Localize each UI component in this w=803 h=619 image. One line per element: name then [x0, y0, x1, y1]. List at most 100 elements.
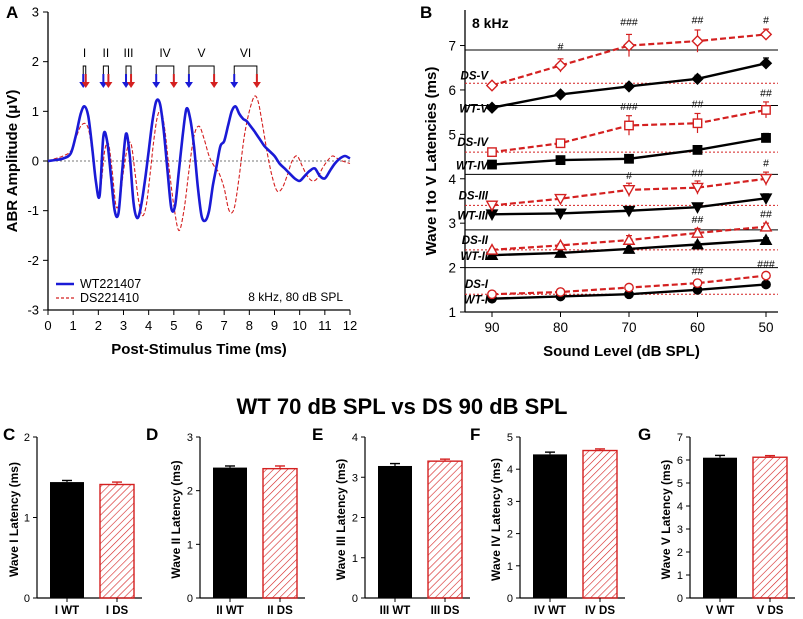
panel-a-wave-label: VI: [240, 46, 251, 60]
panel-b-point-wt-v: [622, 80, 636, 93]
panel-c-x-tick-label: I WT: [55, 605, 79, 617]
panel-b-x-tick-label: 90: [484, 320, 499, 335]
panel-b-point-wt-ii: [691, 237, 704, 250]
panel-a-y-tick-label: -2: [27, 253, 39, 268]
panel-b-series-label-wt-ii: WT-II: [461, 251, 489, 263]
panel-b-y-tick-label: 7: [448, 39, 456, 54]
panel-d-y-tick-label: 1: [187, 539, 193, 551]
panel-b-series-line-ds-v: [491, 33, 767, 87]
panel-b-series-label-ds-ii: DS-II: [462, 235, 489, 247]
panel-b-y-tick-label: 6: [448, 83, 456, 98]
panel-b-point-wt-ii: [622, 242, 636, 254]
panel-g-y-tick-label: 2: [677, 547, 683, 559]
panel-g-y-tick-label: 4: [677, 501, 683, 513]
panel-b-y-tick-label: 1: [448, 305, 456, 320]
panel-b-significance-mark: ##: [760, 88, 772, 100]
panel-a-wt-trace: [47, 98, 351, 223]
panel-c-label: C: [3, 425, 15, 444]
panel-g-x-tick-label: V WT: [706, 605, 735, 617]
panel-e-bar-ds: [427, 460, 463, 599]
panel-d-bar-ds: [262, 467, 298, 599]
panel-a-x-tick-label: 6: [195, 318, 202, 333]
panel-a-ds-arrow: [127, 82, 136, 88]
panel-b-significance-mark: ##: [692, 214, 704, 226]
panel-b-point-ds-iv: [487, 147, 497, 158]
panel-b-point-ds-ii: [485, 243, 499, 255]
panel-a-y-axis-label: ABR Amplitude (μV): [4, 90, 21, 233]
panel-b-y-tick-label: 2: [448, 261, 456, 276]
panel-f-bar-wt: [533, 454, 567, 598]
panel-a-wave-label: II: [103, 46, 110, 60]
panel-b-point-ds-v: [485, 79, 499, 92]
panel-b-point-wt-i: [761, 279, 771, 290]
panel-b-point-wt-v: [691, 72, 704, 86]
panel-a-wave-bracket: [188, 65, 215, 74]
panel-a-legend-ds-label: DS221410: [80, 291, 139, 305]
panel-a-wave-label: IV: [159, 46, 170, 60]
panel-e-x-tick-label: III WT: [380, 605, 411, 617]
panel-d-x-tick-label: II WT: [216, 605, 243, 617]
panel-a-x-tick-label: 8: [246, 318, 253, 333]
panel-a-x-tick-label: 4: [145, 318, 152, 333]
panel-b-y-axis-label: Wave I to V Latencies (ms): [423, 67, 440, 256]
panel-c-bar-wt: [50, 482, 84, 598]
panel-b-significance-mark: ###: [620, 17, 638, 29]
panel-d-y-axis-label: Wave II Latency (ms): [169, 460, 183, 578]
panel-a-x-tick-label: 12: [343, 318, 357, 333]
panel-b-point-wt-iv: [487, 159, 497, 170]
panel-b-point-wt-iv: [624, 153, 634, 164]
panel-g-bar-ds: [752, 456, 788, 599]
panel-a-wave-bracket: [155, 65, 175, 74]
panel-a-wave-bracket: [125, 65, 132, 74]
panel-a-wt-arrow: [230, 82, 239, 88]
panel-g-y-tick-label: 0: [677, 593, 683, 605]
panel-b-point-ds-iii: [554, 193, 567, 206]
panel-d-bar-wt: [213, 467, 247, 598]
panel-a-wave-bracket: [233, 65, 258, 74]
panel-e-y-tick-label: 1: [352, 553, 358, 565]
panel-a-x-tick-label: 0: [44, 318, 51, 333]
panel-b-x-tick-label: 60: [690, 320, 705, 335]
panel-b-point-ds-i: [555, 287, 566, 297]
panel-b-x-axis-label: Sound Level (dB SPL): [543, 343, 700, 360]
panel-c-y-tick-label: 1: [24, 513, 30, 525]
panel-d-y-tick-label: 3: [187, 432, 193, 444]
panel-b-x-tick-label: 50: [758, 320, 773, 335]
panel-a-wt-arrow: [152, 82, 161, 88]
panel-b-significance-mark: ###: [757, 259, 775, 271]
panel-b-point-wt-iii: [622, 205, 636, 218]
panel-c-x-tick-label: I DS: [106, 605, 129, 617]
panel-e-x-tick-label: III DS: [431, 605, 460, 617]
figure-center-title: WT 70 dB SPL vs DS 90 dB SPL: [237, 394, 568, 419]
panel-a-x-tick-label: 7: [221, 318, 228, 333]
panel-b-point-ds-iii: [691, 182, 704, 195]
panel-b-point-ds-iv: [692, 118, 703, 129]
panel-g-y-tick-label: 5: [677, 478, 683, 490]
panel-f-x-tick-label: IV WT: [534, 605, 566, 617]
panel-b-point-ds-iv: [761, 105, 771, 115]
panel-b-point-ds-ii: [691, 226, 704, 238]
panel-b-point-ds-ii: [554, 238, 567, 251]
panel-a-y-tick-label: 3: [32, 5, 39, 20]
panel-b-point-wt-iv: [692, 144, 703, 155]
panel-b-series-label-wt-iv: WT-IV: [456, 161, 489, 173]
panel-b-point-wt-iv: [555, 155, 566, 166]
panel-f-y-tick-label: 2: [507, 529, 513, 541]
panel-f-x-tick-label: IV DS: [585, 605, 615, 617]
panel-g-y-axis-label: Wave V Latency (ms): [659, 460, 673, 580]
panel-a-y-tick-label: -1: [27, 203, 39, 218]
panel-a-ds-arrow: [252, 82, 261, 88]
panel-b-point-wt-v: [554, 88, 567, 101]
panel-g-x-tick-label: V DS: [757, 605, 784, 617]
panel-b-label: B: [420, 3, 432, 22]
panel-b-point-wt-iv: [761, 133, 771, 143]
panel-a-y-tick-label: 0: [32, 154, 39, 169]
panel-a-x-axis-label: Post-Stimulus Time (ms): [111, 341, 287, 358]
panel-b-title: 8 kHz: [472, 15, 509, 31]
panel-b-significance-mark: #: [763, 14, 769, 26]
panel-a-x-tick-label: 2: [95, 318, 102, 333]
panel-f-y-tick-label: 5: [507, 432, 513, 444]
panel-a-ds-arrow: [81, 82, 90, 88]
panel-b-significance-mark: #: [763, 157, 769, 169]
panel-e-y-tick-label: 0: [352, 593, 358, 605]
